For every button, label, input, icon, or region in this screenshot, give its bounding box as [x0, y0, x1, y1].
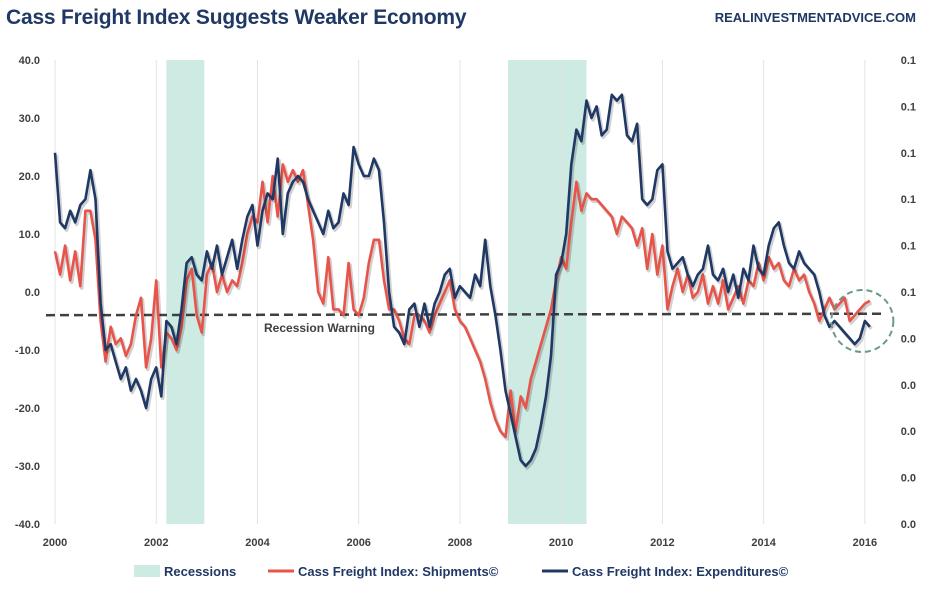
x-tick-label: 2002: [144, 537, 168, 549]
y-tick-label-right: 0.1: [901, 55, 916, 67]
chart-title: Cass Freight Index Suggests Weaker Econo…: [6, 6, 467, 29]
source-label: REALINVESTMENTADVICE.COM: [714, 10, 916, 25]
legend-swatch-recessions: [134, 565, 160, 577]
series-line-expenditures: [53, 93, 871, 468]
x-tick-label: 2010: [549, 537, 573, 549]
y-tick-label-left: -20.0: [15, 403, 40, 415]
y-tick-label-right: 0.0: [901, 473, 916, 485]
y-tick-label-right: 0.0: [901, 519, 916, 531]
y-tick-label-left: 0.0: [25, 287, 40, 299]
y-tick-label-left: -40.0: [15, 519, 40, 531]
y-tick-label-left: 20.0: [19, 171, 40, 183]
y-tick-label-right: 0.1: [901, 148, 916, 160]
recession-warning-label: Recession Warning: [264, 321, 375, 335]
legend-label-shipments: Cass Freight Index: Shipments©: [298, 564, 499, 579]
x-axis: 2000 2002 2004 2006 2008 2010 2012 2014 2016: [43, 537, 877, 549]
highlight-circle: [830, 289, 895, 353]
x-tick-label: 2004: [245, 537, 270, 549]
legend-label-recessions: Recessions: [164, 564, 236, 579]
y-tick-label-right: 0.1: [901, 241, 916, 253]
chart-legend: Recessions Cass Freight Index: Shipments…: [134, 564, 789, 579]
y-tick-label-right: 0.1: [901, 101, 916, 113]
x-tick-label: 2006: [346, 537, 370, 549]
y-tick-label-left: 40.0: [19, 55, 40, 67]
y-tick-label-right: 0.1: [901, 194, 916, 206]
y-axis-left: 40.0 30.0 20.0 10.0 0.0 -10.0 -20.0 -30.0 -40.0: [15, 55, 40, 531]
x-tick-label: 2008: [448, 537, 472, 549]
y-tick-label-right: 0.0: [901, 426, 916, 438]
recession-band-1: [508, 60, 587, 524]
y-tick-label-left: 10.0: [19, 229, 40, 241]
grid-lines: [54, 60, 866, 524]
y-axis-right: 0.1 0.1 0.1 0.1 0.1 0.1 0.0 0.0 0.0 0.0 0.0: [901, 55, 916, 531]
legend-label-expenditures: Cass Freight Index: Expenditures©: [572, 564, 789, 579]
y-tick-label-right: 0.0: [901, 380, 916, 392]
y-tick-label-right: 0.0: [901, 333, 916, 345]
x-tick-label: 2000: [43, 537, 67, 549]
y-tick-label-left: -10.0: [15, 345, 40, 357]
y-tick-label-left: -30.0: [15, 461, 40, 473]
x-tick-label: 2014: [751, 537, 776, 549]
series-line-shipments: [53, 163, 871, 439]
y-tick-label-right: 0.1: [901, 287, 916, 299]
series-lines: [53, 93, 873, 470]
y-tick-label-left: 30.0: [19, 113, 40, 125]
x-tick-label: 2012: [650, 537, 674, 549]
recession-bands: [166, 60, 587, 524]
x-tick-label: 2016: [853, 537, 877, 549]
